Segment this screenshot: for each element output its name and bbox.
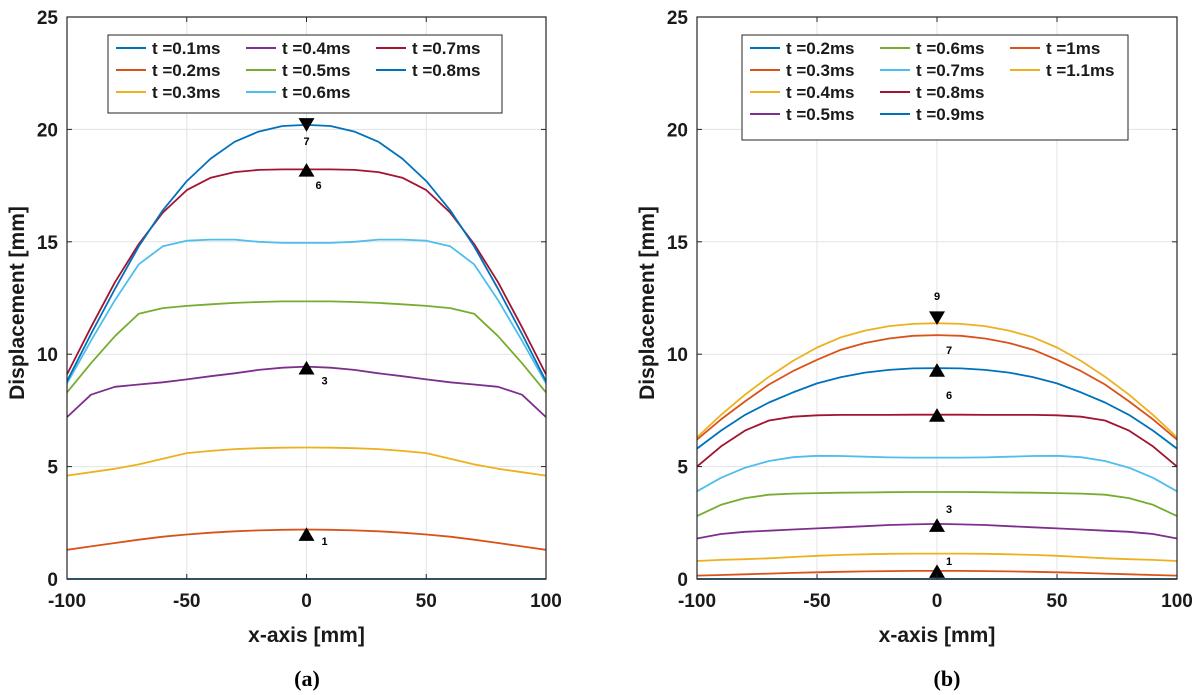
legend-item: t =1ms xyxy=(1010,39,1100,58)
marker-triangle-up xyxy=(929,518,945,532)
legend-label: t =0.4ms xyxy=(786,83,855,102)
legend-label: t =0.6ms xyxy=(282,83,351,102)
x-tick-label: -50 xyxy=(173,591,200,612)
y-tick-label: 20 xyxy=(37,120,58,141)
marker-triangle-up xyxy=(929,564,945,578)
legend-item: t =0.8ms xyxy=(376,61,481,80)
series-line xyxy=(696,552,1178,562)
legend: t =0.1ms t =0.2ms t =0.3ms t =0.4ms t =0.5ms… xyxy=(107,34,503,114)
legend-box xyxy=(107,34,503,114)
x-tick-label: 100 xyxy=(1161,591,1193,612)
legend-label: t =0.7ms xyxy=(916,61,985,80)
legend-item: t =0.5ms xyxy=(750,105,855,124)
legend-item: t =0.9ms xyxy=(880,105,985,124)
legend-item: t =0.4ms xyxy=(246,39,351,58)
y-tick-label: 10 xyxy=(667,345,688,366)
x-tick-label: 0 xyxy=(932,591,943,612)
marker-triangle-up xyxy=(298,360,315,375)
marker-triangle-up xyxy=(298,527,315,541)
x-tick-label: 50 xyxy=(416,591,437,612)
series-line xyxy=(66,238,547,384)
y-tick-label: 15 xyxy=(37,233,59,254)
panel-caption: (a) xyxy=(294,666,320,691)
legend-item: t =0.5ms xyxy=(246,61,351,80)
panel-caption: (b) xyxy=(934,666,961,691)
legend-label: t =1ms xyxy=(1046,39,1100,58)
x-tick-label: 0 xyxy=(301,591,312,612)
marker-label: 6 xyxy=(315,180,321,192)
legend-label: t =1.1ms xyxy=(1046,61,1115,80)
chart-panel-a: 1 3 6 7 -100 -50 0 50 100 0 5 10 15 20 25 x-axis [mm] Di… xyxy=(6,8,562,691)
y-tick-label: 5 xyxy=(47,458,58,479)
y-tick-label: 15 xyxy=(667,233,689,254)
x-tick-label: 100 xyxy=(530,591,562,612)
marker-triangle-up xyxy=(929,363,945,377)
series-line xyxy=(66,446,547,477)
y-tick-label: 20 xyxy=(667,120,688,141)
legend-label: t =0.5ms xyxy=(786,105,855,124)
y-tick-label: 25 xyxy=(37,8,59,29)
legend-item: t =0.3ms xyxy=(116,83,221,102)
legend-label: t =0.4ms xyxy=(282,39,351,58)
y-tick-label: 10 xyxy=(37,345,58,366)
x-tick-label: -50 xyxy=(803,591,830,612)
y-tick-label: 0 xyxy=(47,570,58,591)
marker-label: 1 xyxy=(321,536,327,548)
legend-label: t =0.8ms xyxy=(412,61,481,80)
legend-item: t =0.6ms xyxy=(246,83,351,102)
x-tick-label: 50 xyxy=(1046,591,1067,612)
legend-label: t =0.2ms xyxy=(152,61,221,80)
legend-item: t =0.4ms xyxy=(750,83,855,102)
legend-item: t =0.2ms xyxy=(750,39,855,58)
legend-label: t =0.3ms xyxy=(786,61,855,80)
series-line xyxy=(696,334,1178,441)
legend-item: t =0.6ms xyxy=(880,39,985,58)
marker-triangle-down xyxy=(929,311,945,326)
marker-label: 6 xyxy=(946,390,952,402)
marker-label: 9 xyxy=(934,291,940,303)
legend-item: t =0.1ms xyxy=(116,39,221,58)
legend-item: t =0.7ms xyxy=(376,39,481,58)
legend: t =0.2ms t =0.3ms t =0.4ms t =0.5ms t =0.6ms… xyxy=(741,34,1129,141)
legend-box xyxy=(741,34,1129,141)
y-tick-label: 25 xyxy=(667,8,689,29)
x-axis-label: x-axis [mm] xyxy=(248,624,365,647)
x-axis-label: x-axis [mm] xyxy=(879,624,996,647)
legend-label: t =0.8ms xyxy=(916,83,985,102)
marker-label: 3 xyxy=(946,504,952,516)
y-axis-label: Displacement [mm] xyxy=(636,206,659,400)
legend-label: t =0.7ms xyxy=(412,39,481,58)
legend-label: t =0.3ms xyxy=(152,83,221,102)
chart-panel-b: 1 3 6 7 9 -100 -50 0 50 100 0 5 10 15 20 25 x-axis [mm] D… xyxy=(636,8,1193,691)
marker-triangle-up xyxy=(929,408,945,422)
y-tick-label: 0 xyxy=(677,570,688,591)
legend-item: t =0.2ms xyxy=(116,61,221,80)
legend-item: t =0.3ms xyxy=(750,61,855,80)
marker-triangle-up xyxy=(298,163,315,177)
y-tick-label: 5 xyxy=(677,458,688,479)
x-tick-label: -100 xyxy=(678,591,716,612)
legend-item: t =0.8ms xyxy=(880,83,985,102)
x-tick-label: -100 xyxy=(48,591,86,612)
marker-label: 1 xyxy=(946,556,952,568)
marker-label: 7 xyxy=(303,136,309,148)
series-line xyxy=(66,300,547,393)
legend-label: t =0.2ms xyxy=(786,39,855,58)
legend-item: t =0.7ms xyxy=(880,61,985,80)
legend-label: t =0.9ms xyxy=(916,105,985,124)
series-line xyxy=(696,491,1178,517)
legend-label: t =0.6ms xyxy=(916,39,985,58)
marker-triangle-down xyxy=(298,118,315,132)
legend-label: t =0.5ms xyxy=(282,61,351,80)
legend-label: t =0.1ms xyxy=(152,39,221,58)
legend-item: t =1.1ms xyxy=(1010,61,1115,80)
y-axis-label: Displacement [mm] xyxy=(6,206,29,400)
marker-label: 7 xyxy=(946,345,952,357)
marker-label: 3 xyxy=(321,376,327,388)
series-line xyxy=(696,454,1178,493)
